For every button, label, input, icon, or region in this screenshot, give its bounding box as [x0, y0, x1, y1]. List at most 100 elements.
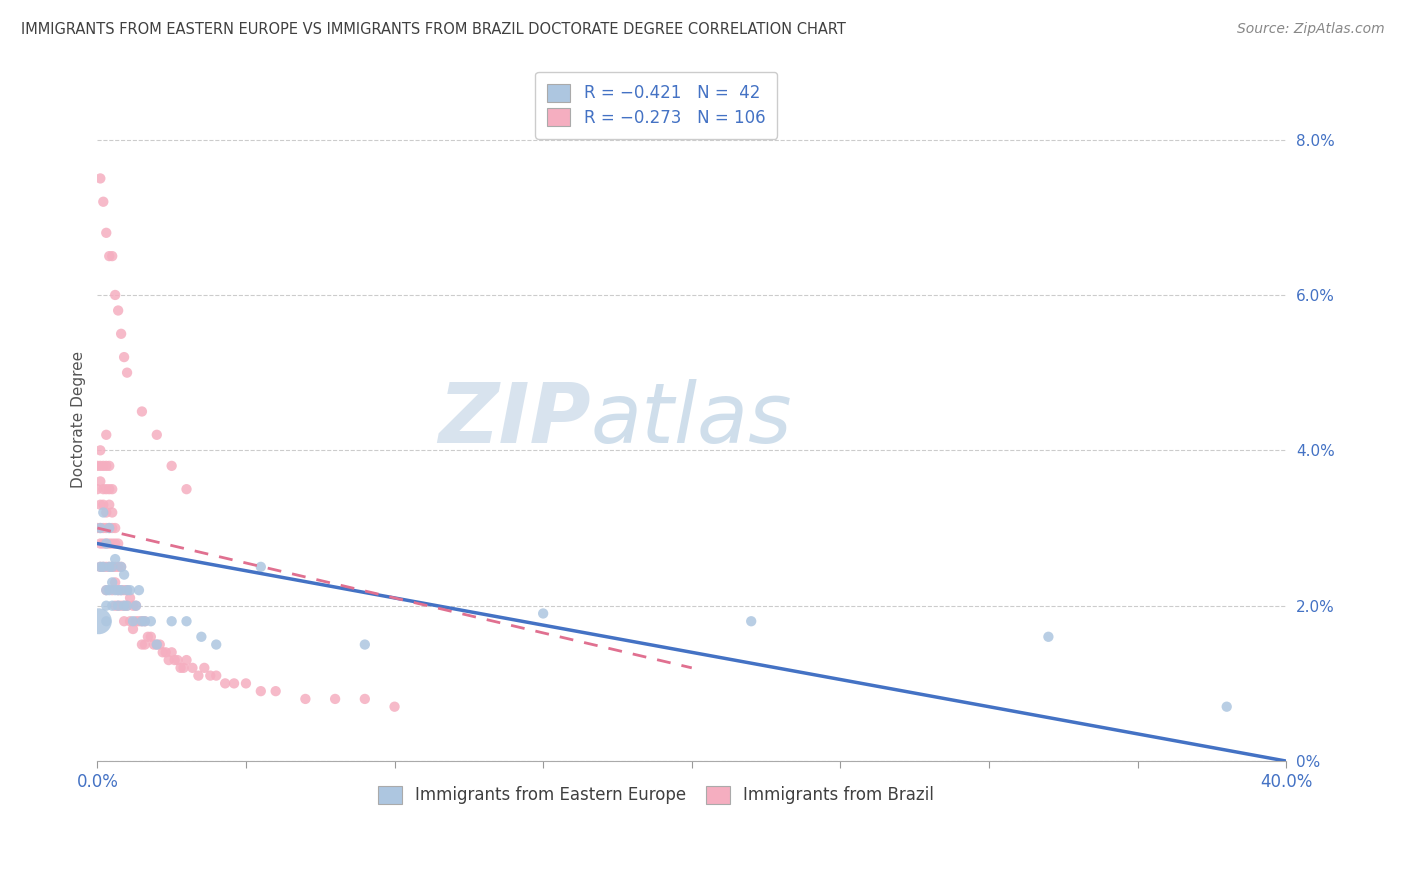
- Point: [205, 668, 228, 682]
- Point: [96, 583, 118, 598]
- Point: [104, 583, 127, 598]
- Point: [190, 630, 212, 644]
- Point: [101, 249, 124, 263]
- Point: [98, 521, 121, 535]
- Point: [107, 599, 129, 613]
- Point: [112, 614, 135, 628]
- Point: [89, 498, 111, 512]
- Point: [163, 653, 186, 667]
- Point: [96, 536, 118, 550]
- Point: [146, 427, 169, 442]
- Point: [98, 482, 121, 496]
- Point: [1215, 699, 1237, 714]
- Point: [134, 614, 156, 628]
- Point: [86, 482, 108, 496]
- Point: [531, 607, 554, 621]
- Point: [176, 653, 198, 667]
- Point: [89, 559, 111, 574]
- Point: [134, 614, 156, 628]
- Point: [91, 536, 114, 550]
- Text: Source: ZipAtlas.com: Source: ZipAtlas.com: [1237, 22, 1385, 37]
- Point: [118, 614, 141, 628]
- Text: ZIP: ZIP: [439, 379, 591, 459]
- Point: [110, 583, 132, 598]
- Point: [131, 638, 153, 652]
- Point: [96, 458, 118, 473]
- Point: [86, 458, 108, 473]
- Point: [160, 645, 183, 659]
- Point: [96, 506, 118, 520]
- Point: [115, 366, 138, 380]
- Point: [101, 536, 124, 550]
- Point: [107, 559, 129, 574]
- Point: [323, 692, 346, 706]
- Point: [91, 482, 114, 496]
- Point: [146, 638, 169, 652]
- Point: [110, 326, 132, 341]
- Point: [98, 559, 121, 574]
- Point: [205, 638, 228, 652]
- Point: [115, 599, 138, 613]
- Point: [98, 559, 121, 574]
- Point: [101, 521, 124, 535]
- Point: [98, 583, 121, 598]
- Point: [136, 630, 159, 644]
- Point: [98, 498, 121, 512]
- Point: [112, 599, 135, 613]
- Point: [122, 622, 145, 636]
- Point: [104, 599, 127, 613]
- Point: [134, 638, 156, 652]
- Point: [112, 583, 135, 598]
- Point: [128, 583, 150, 598]
- Point: [104, 575, 127, 590]
- Point: [107, 303, 129, 318]
- Point: [89, 521, 111, 535]
- Point: [110, 599, 132, 613]
- Point: [152, 645, 174, 659]
- Point: [112, 599, 135, 613]
- Point: [157, 653, 180, 667]
- Point: [91, 559, 114, 574]
- Point: [125, 599, 148, 613]
- Point: [187, 668, 209, 682]
- Point: [122, 599, 145, 613]
- Point: [200, 668, 222, 682]
- Point: [294, 692, 316, 706]
- Point: [176, 614, 198, 628]
- Point: [222, 676, 245, 690]
- Point: [249, 684, 271, 698]
- Point: [96, 599, 118, 613]
- Point: [122, 614, 145, 628]
- Point: [160, 458, 183, 473]
- Point: [160, 614, 183, 628]
- Point: [98, 249, 121, 263]
- Point: [125, 614, 148, 628]
- Point: [96, 583, 118, 598]
- Point: [115, 599, 138, 613]
- Text: atlas: atlas: [591, 379, 793, 459]
- Point: [146, 638, 169, 652]
- Point: [118, 583, 141, 598]
- Point: [91, 498, 114, 512]
- Point: [384, 699, 406, 714]
- Point: [96, 536, 118, 550]
- Point: [101, 506, 124, 520]
- Point: [155, 645, 177, 659]
- Point: [173, 661, 195, 675]
- Point: [98, 521, 121, 535]
- Point: [107, 599, 129, 613]
- Point: [96, 482, 118, 496]
- Point: [110, 559, 132, 574]
- Point: [125, 599, 148, 613]
- Point: [98, 458, 121, 473]
- Point: [87, 614, 110, 628]
- Point: [740, 614, 762, 628]
- Legend: Immigrants from Eastern Europe, Immigrants from Brazil: Immigrants from Eastern Europe, Immigran…: [368, 776, 943, 814]
- Point: [353, 692, 375, 706]
- Point: [107, 536, 129, 550]
- Point: [110, 559, 132, 574]
- Point: [142, 638, 165, 652]
- Point: [98, 536, 121, 550]
- Point: [104, 521, 127, 535]
- Point: [91, 506, 114, 520]
